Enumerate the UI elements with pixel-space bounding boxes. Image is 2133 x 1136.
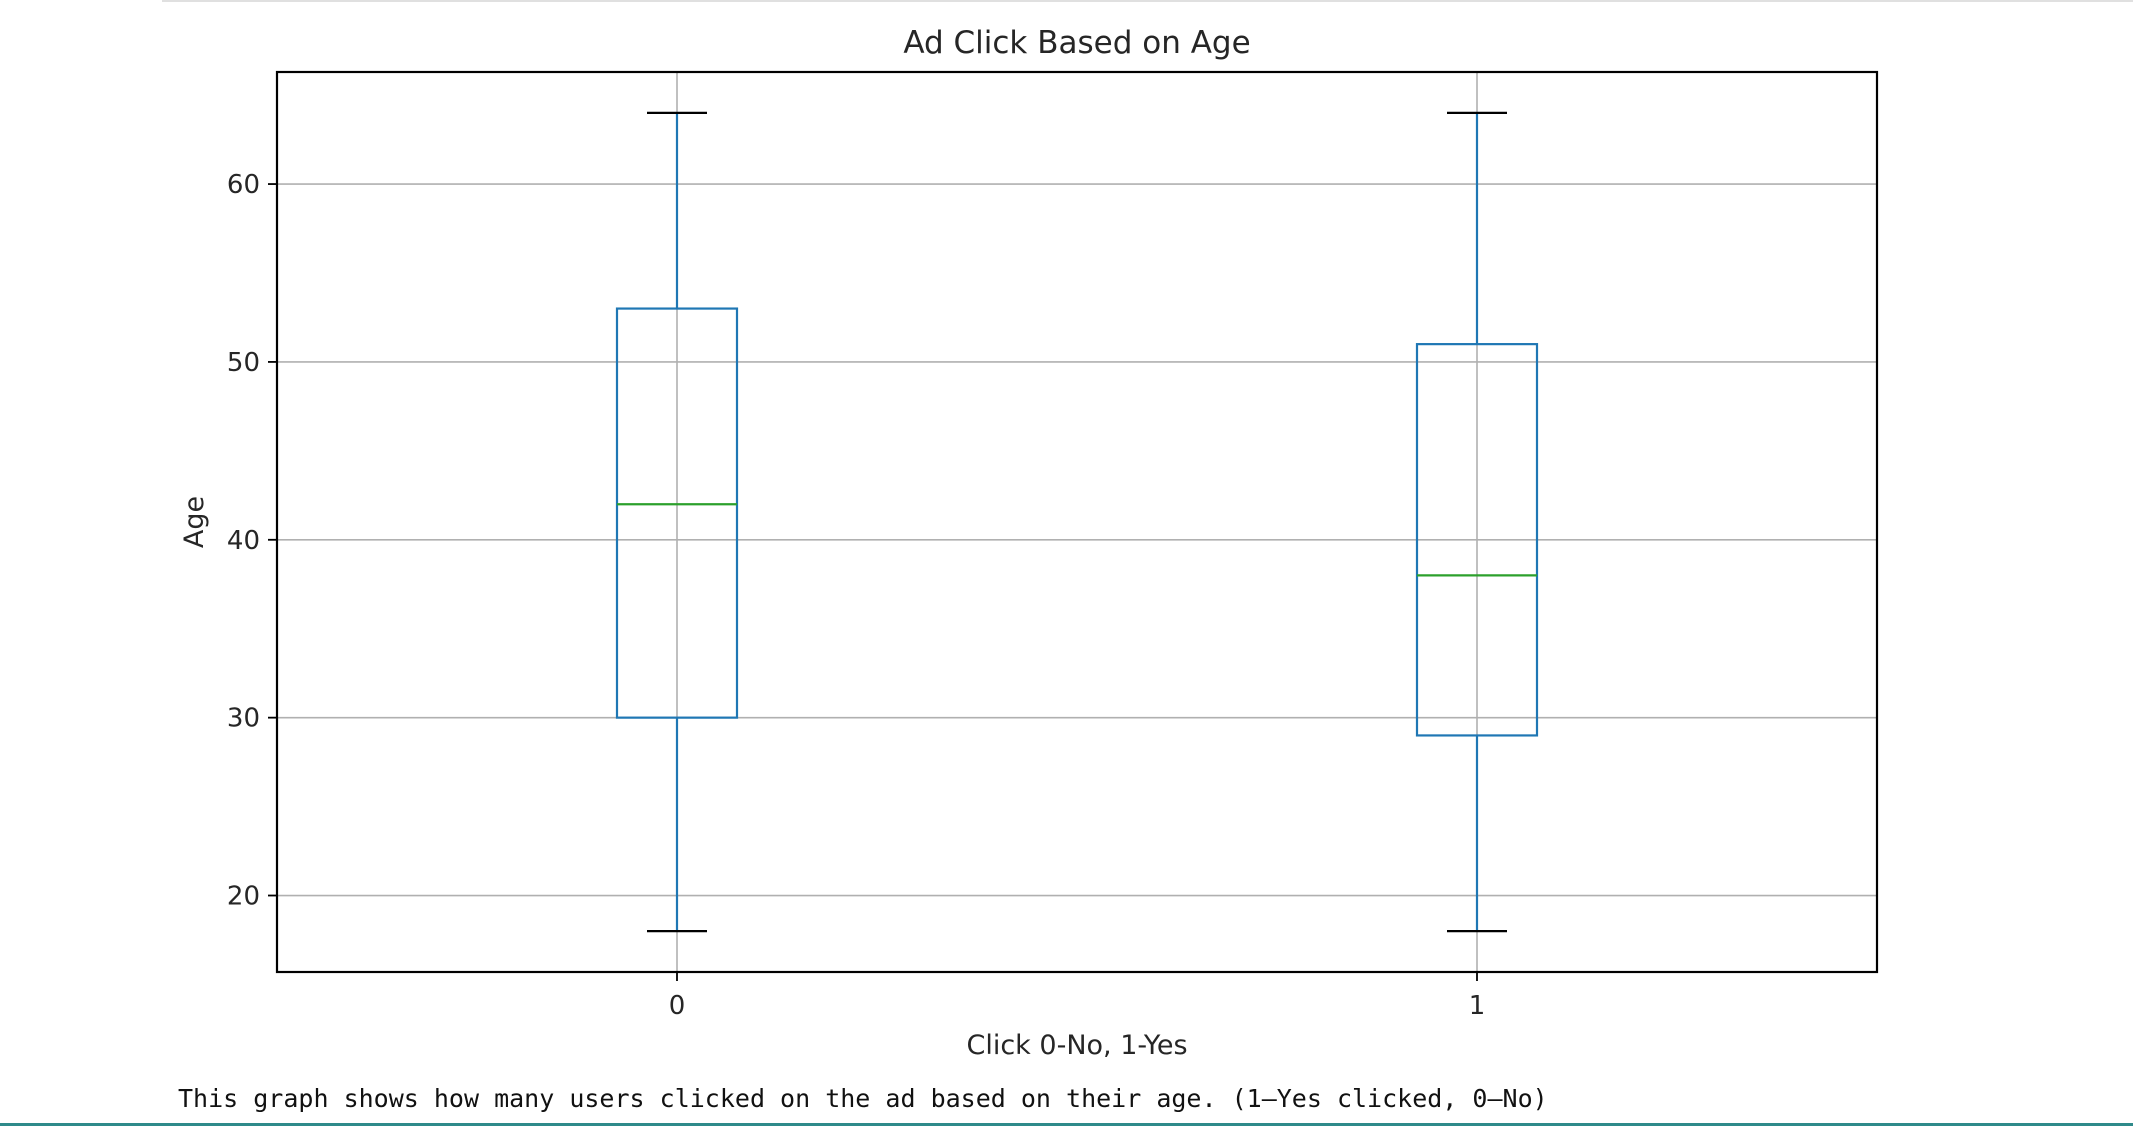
y-tick-label: 20 [227, 882, 260, 912]
y-tick-label: 40 [227, 526, 260, 556]
y-tick-label: 50 [227, 348, 260, 378]
x-axis-label: Click 0-No, 1-Yes [966, 1030, 1187, 1061]
bottom-divider [0, 1123, 2133, 1126]
chart-title: Ad Click Based on Age [903, 25, 1250, 61]
chart-caption: This graph shows how many users clicked … [178, 1084, 1548, 1113]
x-tick-label: 1 [1469, 991, 1486, 1021]
y-axis-label: Age [179, 496, 210, 548]
x-tick-label: 0 [669, 991, 686, 1021]
box-iqr [1415, 343, 1539, 737]
plot-frame [275, 70, 1879, 974]
y-tick-label: 30 [227, 704, 260, 734]
box-iqr [615, 307, 739, 719]
y-tick-label: 60 [227, 170, 260, 200]
top-divider [162, 0, 2133, 2]
box-plot-chart: 20 30 40 50 60 0 1 Ad Click Based on Age Click 0… [179, 25, 1879, 1061]
